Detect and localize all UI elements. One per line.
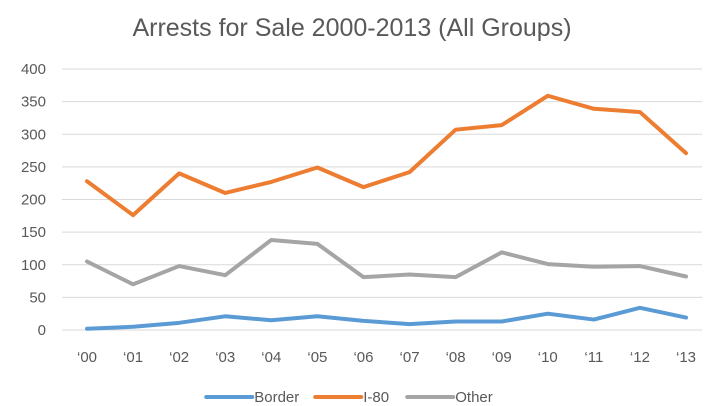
- legend-label: I-80: [363, 389, 389, 406]
- x-tick-label: ‘10: [538, 349, 558, 366]
- chart-title: Arrests for Sale 2000-2013 (All Groups): [132, 14, 572, 42]
- series-line-border: [85, 305, 688, 331]
- gridlines: [62, 68, 702, 331]
- x-tick-label: ‘02: [169, 349, 189, 366]
- y-tick-label: 200: [21, 192, 46, 209]
- y-tick-label: 50: [29, 289, 46, 306]
- x-tick-label: ‘06: [353, 349, 373, 366]
- x-tick-label: ‘09: [492, 349, 512, 366]
- legend-label: Border: [254, 389, 299, 406]
- x-axis-ticks: ‘00 ‘01 ‘02 ‘03 ‘04 ‘05 ‘06 ‘07 ‘08 ‘09 ‘10 ‘11 ‘12 ‘…: [77, 349, 696, 366]
- x-tick-label: ‘08: [446, 349, 466, 366]
- x-tick-label: ‘12: [630, 349, 650, 366]
- y-tick-label: 300: [21, 126, 46, 143]
- series-line-other: [85, 237, 688, 287]
- y-tick-label: 350: [21, 94, 46, 111]
- x-tick-label: ‘07: [400, 349, 420, 366]
- x-tick-label: ‘05: [307, 349, 327, 366]
- y-tick-label: 250: [21, 159, 46, 176]
- y-tick-label: 400: [21, 61, 46, 78]
- series-line-i-80: [85, 93, 688, 218]
- legend: Border I-80 Other: [204, 389, 493, 406]
- y-tick-label: 100: [21, 257, 46, 274]
- x-tick-label: ‘01: [123, 349, 143, 366]
- y-tick-label: 0: [38, 322, 46, 339]
- x-tick-label: ‘00: [77, 349, 97, 366]
- x-tick-label: ‘11: [584, 349, 603, 366]
- legend-label: Other: [455, 389, 493, 406]
- y-axis-ticks: 0 50 100 150 200 250 300 350 400: [21, 61, 46, 339]
- y-tick-label: 150: [21, 224, 46, 241]
- x-tick-label: ‘13: [676, 349, 696, 366]
- x-tick-label: ‘04: [261, 349, 281, 366]
- x-tick-label: ‘03: [215, 349, 235, 366]
- series-lines: [85, 93, 688, 331]
